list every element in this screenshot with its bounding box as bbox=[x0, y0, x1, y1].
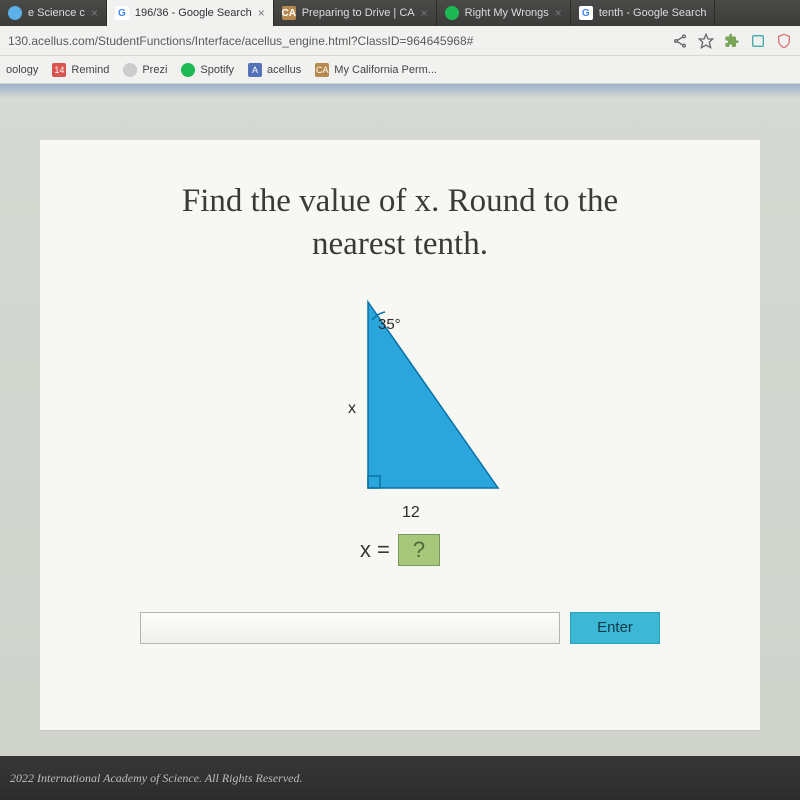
enter-button[interactable]: Enter bbox=[570, 612, 660, 644]
tab-title: Preparing to Drive | CA bbox=[302, 7, 415, 19]
browser-url-bar: 130.acellus.com/StudentFunctions/Interfa… bbox=[0, 26, 800, 56]
tab-title: 196/36 - Google Search bbox=[135, 7, 252, 19]
answer-input-row: Enter bbox=[140, 612, 660, 644]
browser-tab[interactable]: CA Preparing to Drive | CA × bbox=[274, 0, 437, 26]
spotify-icon bbox=[181, 63, 195, 77]
bookmark-label: acellus bbox=[267, 64, 301, 76]
answer-placeholder-box: ? bbox=[398, 534, 440, 566]
acellus-icon: A bbox=[248, 63, 262, 77]
question-title-line2: nearest tenth. bbox=[312, 226, 488, 262]
remind-icon: 14 bbox=[52, 63, 66, 77]
tab-title: e Science c bbox=[28, 7, 85, 19]
tab-title: Right My Wrongs bbox=[465, 7, 549, 19]
extension-puzzle-icon[interactable] bbox=[724, 33, 740, 49]
spotify-icon bbox=[445, 6, 459, 20]
site-icon bbox=[8, 6, 22, 20]
page-viewport: Find the value of x. Round to the neares… bbox=[0, 84, 800, 800]
bookmark-item[interactable]: 14 Remind bbox=[52, 63, 109, 77]
lesson-page: Find the value of x. Round to the neares… bbox=[40, 140, 760, 730]
bookmark-item[interactable]: Prezi bbox=[123, 63, 167, 77]
star-icon[interactable] bbox=[698, 33, 714, 49]
ca-icon: CA bbox=[282, 6, 296, 20]
browser-tab-strip: e Science c × G 196/36 - Google Search × CA Pr… bbox=[0, 0, 800, 26]
ca-icon: CA bbox=[315, 63, 329, 77]
browser-tab[interactable]: Gtenth - Google Search bbox=[571, 0, 716, 26]
screen-glare bbox=[0, 84, 800, 98]
side-base-label: 12 bbox=[402, 504, 420, 522]
prezi-icon bbox=[123, 63, 137, 77]
browser-tab[interactable]: Right My Wrongs × bbox=[437, 0, 571, 26]
browser-tab[interactable]: G 196/36 - Google Search × bbox=[107, 0, 274, 26]
close-icon[interactable]: × bbox=[258, 7, 265, 19]
bookmark-item[interactable]: oology bbox=[6, 64, 38, 76]
angle-label: 35° bbox=[378, 316, 401, 333]
answer-input[interactable] bbox=[140, 612, 560, 644]
question-title: Find the value of x. Round to the neares… bbox=[76, 180, 724, 266]
close-icon[interactable]: × bbox=[555, 7, 562, 19]
side-x-label: x bbox=[348, 400, 356, 418]
bookmark-label: oology bbox=[6, 64, 38, 76]
bookmarks-bar: oology 14 Remind Prezi Spotify Aacellus CA My C… bbox=[0, 56, 800, 84]
url-text[interactable]: 130.acellus.com/StudentFunctions/Interfa… bbox=[8, 34, 662, 48]
close-icon[interactable]: × bbox=[91, 7, 98, 19]
close-icon[interactable]: × bbox=[421, 7, 428, 19]
bookmark-label: Remind bbox=[71, 64, 109, 76]
bookmark-item[interactable]: CA My California Perm... bbox=[315, 63, 437, 77]
question-title-line1: Find the value of x. Round to the bbox=[182, 183, 618, 219]
share-icon[interactable] bbox=[672, 33, 688, 49]
answer-expression: x = ? bbox=[360, 534, 440, 566]
google-icon: G bbox=[115, 6, 129, 20]
extension-box-icon[interactable] bbox=[750, 33, 766, 49]
triangle-diagram: 35° x 12 bbox=[290, 290, 510, 520]
bookmark-item[interactable]: Spotify bbox=[181, 63, 234, 77]
bookmark-label: My California Perm... bbox=[334, 64, 437, 76]
extension-shield-icon[interactable] bbox=[776, 33, 792, 49]
question-figure: 35° x 12 x = ? Enter bbox=[76, 290, 724, 644]
bookmark-label: Prezi bbox=[142, 64, 167, 76]
bookmark-label: Spotify bbox=[200, 64, 234, 76]
tab-title: tenth - Google Search bbox=[599, 7, 707, 19]
browser-tab[interactable]: e Science c × bbox=[0, 0, 107, 26]
page-footer: 2022 International Academy of Science. A… bbox=[0, 756, 800, 800]
answer-prefix: x = bbox=[360, 537, 390, 563]
footer-text: 2022 International Academy of Science. A… bbox=[10, 771, 302, 786]
bookmark-item[interactable]: Aacellus bbox=[248, 63, 301, 77]
google-icon: G bbox=[579, 6, 593, 20]
